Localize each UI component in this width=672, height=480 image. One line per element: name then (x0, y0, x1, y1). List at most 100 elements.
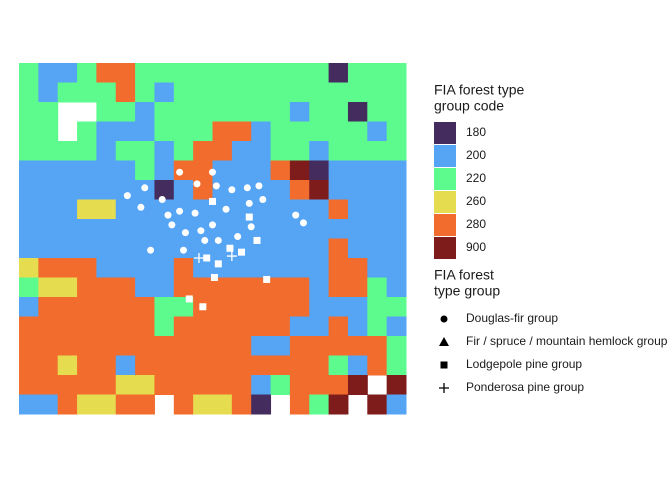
raster-cell (19, 316, 39, 337)
raster-cell (347, 82, 368, 103)
point (193, 253, 204, 263)
raster-cell (19, 141, 39, 161)
raster-cell (57, 160, 78, 181)
raster-cell (212, 297, 233, 317)
raster-cell (38, 297, 59, 317)
raster-cell (309, 238, 330, 259)
raster-cell (347, 141, 368, 161)
raster-cell (347, 258, 368, 278)
raster-cell (212, 277, 233, 298)
point (238, 248, 246, 256)
raster-cell (251, 141, 272, 161)
raster-cell (57, 141, 78, 161)
raster-cell (212, 199, 233, 220)
raster-cell (77, 199, 97, 220)
raster-cell (38, 277, 59, 298)
raster-cell (38, 63, 59, 83)
point (123, 192, 131, 200)
raster-cell (289, 141, 310, 161)
point (137, 203, 145, 211)
raster-cell (96, 102, 117, 122)
raster-cell (135, 316, 155, 337)
raster-cell (173, 316, 194, 337)
raster-cell (289, 336, 310, 356)
raster-cell (328, 141, 349, 161)
raster-cell (270, 336, 291, 356)
raster-cell (19, 102, 39, 122)
raster-cell (193, 375, 213, 395)
raster-cell (19, 121, 39, 142)
raster-cell (347, 375, 368, 395)
raster-cell (328, 394, 349, 415)
raster-cell (309, 316, 330, 337)
legend-label: Lodgepole pine group (466, 357, 582, 371)
legend-label: 180 (466, 125, 486, 139)
raster-cell (367, 394, 388, 415)
raster-cell (38, 316, 59, 337)
raster-cell (309, 82, 330, 103)
raster-cell (96, 355, 117, 376)
raster-cell (367, 63, 388, 83)
raster-cell (251, 160, 272, 181)
raster-cell (328, 277, 349, 298)
raster-cell (270, 102, 291, 122)
raster-cell (231, 336, 252, 356)
raster-cell (231, 238, 252, 259)
raster-cell (309, 277, 330, 298)
raster-cell (386, 238, 407, 259)
legend-title: FIA forest type (434, 82, 524, 98)
raster-cell (212, 355, 233, 376)
point (141, 184, 149, 192)
raster-cell (96, 258, 117, 278)
raster-cell (328, 355, 349, 376)
raster-cell (251, 102, 272, 122)
raster-cell (96, 238, 117, 259)
point (214, 260, 222, 268)
raster-cell (212, 160, 233, 181)
raster-cell (77, 160, 97, 181)
raster-cell (231, 63, 252, 83)
raster-cell (270, 180, 291, 200)
raster-cell (193, 141, 213, 161)
raster-cell (77, 121, 97, 142)
raster-cell (251, 375, 272, 395)
legend-title: FIA forest (434, 267, 494, 283)
raster-cell (212, 82, 233, 103)
raster-cell (386, 82, 407, 103)
raster-cell (347, 336, 368, 356)
raster-cell (96, 394, 117, 415)
raster-cell (135, 297, 155, 317)
raster-cell (77, 316, 97, 337)
raster-cell (386, 180, 407, 200)
raster-cell (367, 102, 388, 122)
raster-cell (347, 277, 368, 298)
raster-cell (367, 355, 388, 376)
raster-cell (115, 199, 136, 220)
raster-cell (154, 238, 175, 259)
raster-cell (96, 219, 117, 239)
raster-cell (231, 277, 252, 298)
raster-cell (347, 316, 368, 337)
raster-cell (173, 141, 194, 161)
raster-cell (289, 277, 310, 298)
legend-title: group code (434, 98, 504, 114)
raster-cell (135, 102, 155, 122)
legend-swatch (434, 168, 456, 190)
raster-cell (309, 219, 330, 239)
raster-cell (19, 63, 39, 83)
raster-cell (115, 141, 136, 161)
raster-cell (19, 160, 39, 181)
raster-cell (135, 355, 155, 376)
raster-cell (57, 258, 78, 278)
raster-cell (212, 375, 233, 395)
raster-cell (386, 277, 407, 298)
raster-cell (96, 375, 117, 395)
raster-cell (347, 102, 368, 122)
point (199, 303, 207, 311)
raster-cell (270, 160, 291, 181)
raster-cell (212, 316, 233, 337)
point (299, 219, 307, 227)
raster-cell (135, 394, 155, 415)
point (214, 236, 222, 244)
raster-cell (115, 238, 136, 259)
